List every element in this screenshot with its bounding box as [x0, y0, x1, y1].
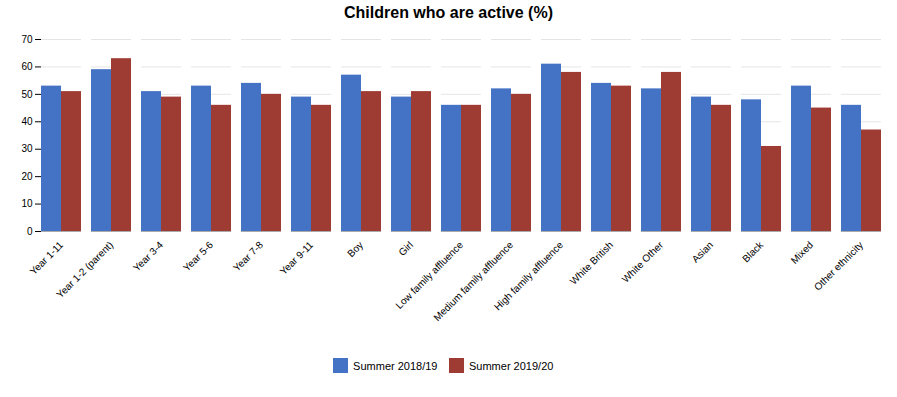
- svg-text:60: 60: [21, 61, 33, 72]
- svg-text:High family affluence: High family affluence: [492, 239, 566, 313]
- html-text:Children who are active (%): Children who are active (%): [344, 4, 553, 21]
- svg-text:Medium family affluence: Medium family affluence: [431, 239, 515, 323]
- svg-text:Year 7-8: Year 7-8: [231, 239, 266, 274]
- svg-text:Year 1-11: Year 1-11: [28, 239, 66, 277]
- svg-text:Black: Black: [740, 239, 766, 265]
- svg-text:30: 30: [21, 143, 33, 154]
- svg-text:Year 9-11: Year 9-11: [278, 239, 316, 277]
- svg-text:White British: White British: [568, 239, 615, 286]
- svg-text:20: 20: [21, 171, 33, 182]
- svg-text:40: 40: [21, 116, 33, 127]
- svg-text:50: 50: [21, 89, 33, 100]
- html-text:Summer 2018/19: Summer 2018/19: [353, 359, 438, 372]
- html-text:Summer 2019/20: Summer 2019/20: [469, 359, 554, 372]
- svg-text:Asian: Asian: [690, 239, 715, 264]
- svg-text:Other ethnicity: Other ethnicity: [812, 239, 865, 292]
- svg-text:Mixed: Mixed: [789, 239, 816, 266]
- svg-text:0: 0: [27, 226, 33, 237]
- svg-text:White Other: White Other: [620, 239, 666, 285]
- svg-text:Girl: Girl: [396, 239, 415, 258]
- svg-text:Year 1-2 (parent): Year 1-2 (parent): [54, 239, 115, 300]
- svg-text:Year 3-4: Year 3-4: [131, 239, 166, 274]
- svg-text:70: 70: [21, 34, 33, 45]
- svg-text:Year 5-6: Year 5-6: [181, 239, 216, 274]
- svg-text:10: 10: [21, 198, 33, 209]
- svg-text:Low family affluence: Low family affluence: [393, 239, 466, 311]
- svg-text:Boy: Boy: [345, 239, 365, 259]
